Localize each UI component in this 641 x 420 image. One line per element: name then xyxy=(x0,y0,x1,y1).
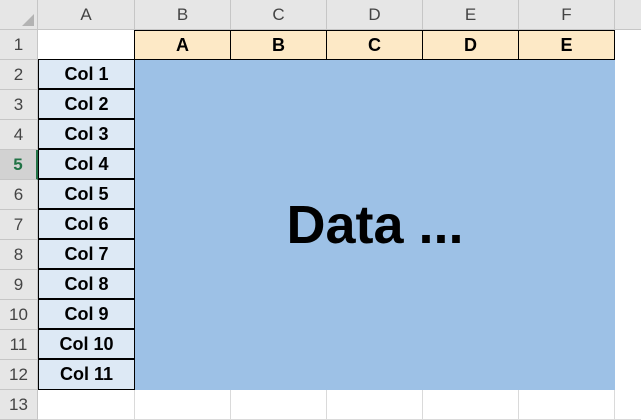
column-header-d[interactable]: D xyxy=(327,0,423,30)
row-header-7[interactable]: 7 xyxy=(0,210,38,240)
data-block-text: Data ... xyxy=(286,195,464,255)
select-all-corner[interactable] xyxy=(0,0,38,30)
cell-b13[interactable] xyxy=(135,390,231,420)
label-cell-a2[interactable]: Col 1 xyxy=(38,59,135,89)
cell-a1[interactable] xyxy=(38,30,135,60)
label-cell-a12[interactable]: Col 11 xyxy=(38,359,135,390)
cell-grid: A B C D E Col 1 Col 2 Col 3 Col 4 Col 5 … xyxy=(38,30,641,420)
header-cell-d1[interactable]: C xyxy=(326,30,423,60)
label-cell-a8[interactable]: Col 7 xyxy=(38,239,135,269)
column-header-f[interactable]: F xyxy=(519,0,615,30)
column-header-c[interactable]: C xyxy=(231,0,327,30)
column-header-overflow xyxy=(615,0,641,30)
label-cell-a5[interactable]: Col 4 xyxy=(38,149,135,179)
label-cell-a3[interactable]: Col 2 xyxy=(38,89,135,119)
label-cell-a11[interactable]: Col 10 xyxy=(38,329,135,359)
cell-a13[interactable] xyxy=(38,390,135,420)
row-header-12[interactable]: 12 xyxy=(0,360,38,390)
header-cell-e1[interactable]: D xyxy=(422,30,519,60)
data-block[interactable]: Data ... xyxy=(135,60,615,390)
row-header-6[interactable]: 6 xyxy=(0,180,38,210)
row-header-5[interactable]: 5 xyxy=(0,150,38,180)
row-header-3[interactable]: 3 xyxy=(0,90,38,120)
label-cell-a9[interactable]: Col 8 xyxy=(38,269,135,299)
label-cell-a6[interactable]: Col 5 xyxy=(38,179,135,209)
header-cell-c1[interactable]: B xyxy=(230,30,327,60)
column-header-b[interactable]: B xyxy=(135,0,231,30)
cell-c13[interactable] xyxy=(231,390,327,420)
label-cell-a10[interactable]: Col 9 xyxy=(38,299,135,329)
row-header-8[interactable]: 8 xyxy=(0,240,38,270)
row-header-2[interactable]: 2 xyxy=(0,60,38,90)
label-cell-a4[interactable]: Col 3 xyxy=(38,119,135,149)
row-header-11[interactable]: 11 xyxy=(0,330,38,360)
select-all-triangle-icon xyxy=(22,14,34,26)
header-cell-b1[interactable]: A xyxy=(134,30,231,60)
cell-e13[interactable] xyxy=(423,390,519,420)
row-header-1[interactable]: 1 xyxy=(0,30,38,60)
column-header-e[interactable]: E xyxy=(423,0,519,30)
row-header-9[interactable]: 9 xyxy=(0,270,38,300)
row-header-13[interactable]: 13 xyxy=(0,390,38,420)
row-header-10[interactable]: 10 xyxy=(0,300,38,330)
cell-d13[interactable] xyxy=(327,390,423,420)
cell-overflow-column xyxy=(615,30,641,420)
label-cell-a7[interactable]: Col 6 xyxy=(38,209,135,239)
column-header-a[interactable]: A xyxy=(38,0,135,30)
row-header-4[interactable]: 4 xyxy=(0,120,38,150)
header-cell-f1[interactable]: E xyxy=(518,30,615,60)
cell-f13[interactable] xyxy=(519,390,615,420)
